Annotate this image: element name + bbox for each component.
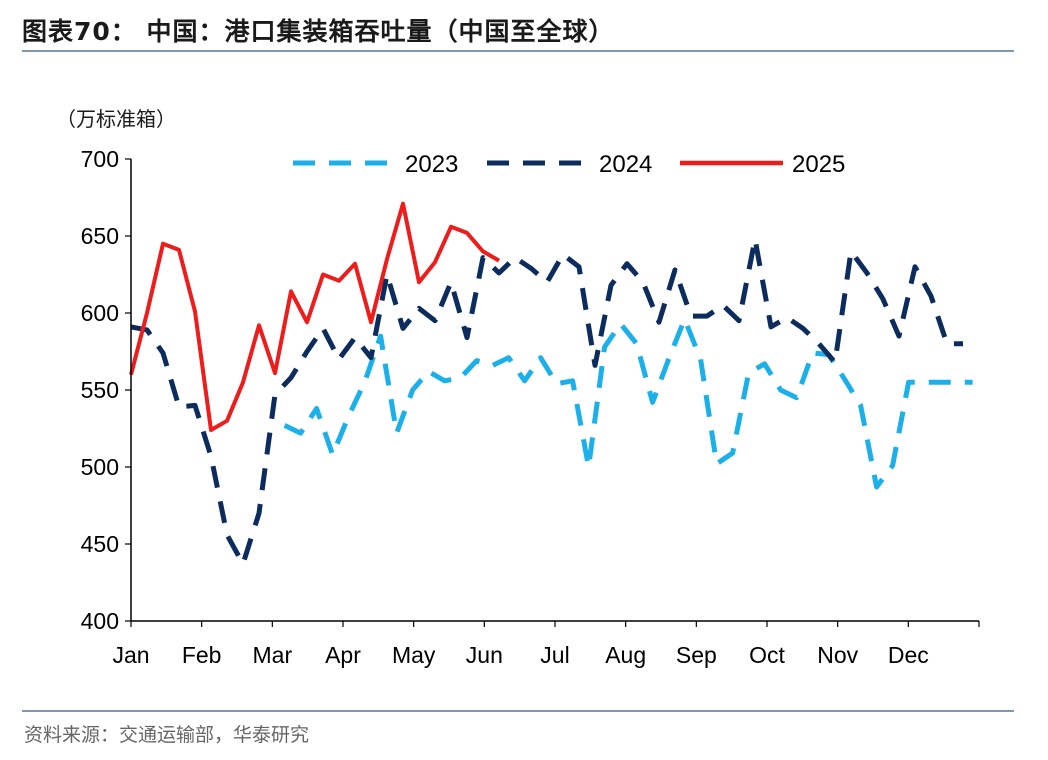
x-tick-label-feb: Feb <box>182 642 222 668</box>
footer-divider <box>22 710 1014 712</box>
legend: 2023 2024 2025 <box>293 151 845 178</box>
y-tick-label: 450 <box>81 531 119 557</box>
source-note: 资料来源：交通运输部，华泰研究 <box>24 724 310 746</box>
x-tick-label-oct: Oct <box>749 642 785 668</box>
y-tick-label: 600 <box>81 300 119 326</box>
series-line-2023 <box>283 316 973 490</box>
unit-label: （万标准箱） <box>56 107 176 131</box>
x-tick-label-jan: Jan <box>112 642 149 668</box>
x-tick-label-mar: Mar <box>253 642 293 668</box>
x-tick-label-aug: Aug <box>605 642 646 668</box>
series-layer <box>129 201 973 567</box>
legend-label-2023: 2023 <box>405 151 458 178</box>
title-divider <box>22 50 1014 52</box>
x-tick-label-nov: Nov <box>817 642 858 668</box>
x-tick-label-dec: Dec <box>888 642 929 668</box>
legend-label-2024: 2024 <box>599 151 652 178</box>
x-tick-label-jun: Jun <box>466 642 503 668</box>
axes-layer: 400 450 500 550 600 650 700 Jan Feb Mar Apr May Jun J… <box>81 146 980 668</box>
series-line-2025 <box>129 201 500 432</box>
page-title: 图表70： 中国：港口集装箱吞吐量（中国至全球） <box>22 17 615 46</box>
x-tick-label-apr: Apr <box>325 642 361 668</box>
y-tick-label: 400 <box>81 608 119 634</box>
y-tick-label: 500 <box>81 454 119 480</box>
x-tick-label-jul: Jul <box>540 642 569 668</box>
x-tick-label-may: May <box>392 642 436 668</box>
y-tick-label: 700 <box>81 146 119 172</box>
legend-label-2025: 2025 <box>792 151 845 178</box>
y-tick-label: 650 <box>81 223 119 249</box>
series-line-2024 <box>130 236 963 567</box>
y-tick-label: 550 <box>81 377 119 403</box>
line-chart: 400 450 500 550 600 650 700 Jan Feb Mar Apr May Jun J… <box>81 146 980 668</box>
x-tick-label-sep: Sep <box>676 642 717 668</box>
